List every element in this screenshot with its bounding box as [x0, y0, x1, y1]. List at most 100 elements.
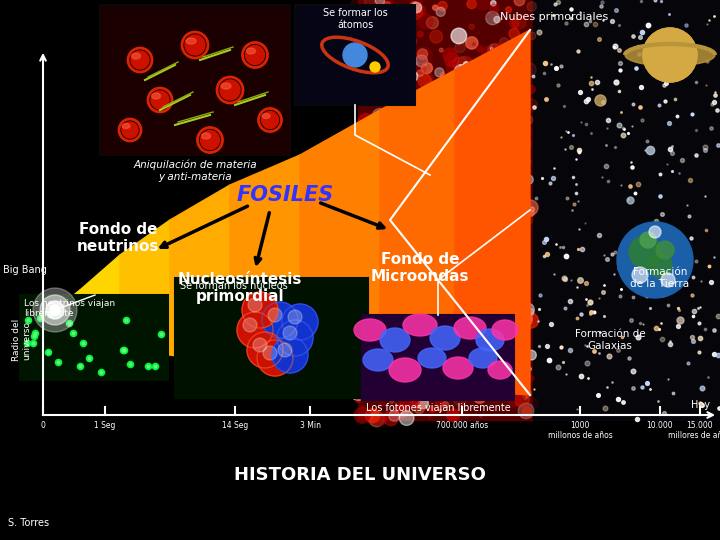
Circle shape [425, 239, 438, 252]
Circle shape [408, 226, 412, 230]
Circle shape [529, 376, 534, 381]
Circle shape [386, 174, 402, 190]
Circle shape [359, 223, 367, 231]
Circle shape [420, 72, 433, 85]
Circle shape [283, 326, 297, 340]
Circle shape [490, 66, 503, 79]
Circle shape [390, 76, 405, 91]
Circle shape [372, 3, 376, 8]
Ellipse shape [262, 113, 270, 118]
Circle shape [416, 64, 426, 73]
Bar [296, 6, 414, 104]
Circle shape [416, 48, 433, 63]
Circle shape [413, 225, 428, 240]
Circle shape [522, 95, 526, 99]
Circle shape [524, 364, 528, 368]
Circle shape [358, 273, 373, 288]
Circle shape [462, 271, 474, 284]
Circle shape [505, 287, 509, 291]
Circle shape [508, 295, 516, 304]
Circle shape [487, 146, 502, 160]
Circle shape [429, 305, 438, 314]
Ellipse shape [246, 48, 256, 54]
Circle shape [497, 275, 503, 282]
Circle shape [387, 178, 393, 184]
Circle shape [379, 168, 381, 171]
Circle shape [470, 147, 484, 161]
Circle shape [372, 109, 388, 124]
Circle shape [490, 355, 503, 368]
Circle shape [473, 101, 484, 112]
Circle shape [384, 110, 393, 120]
Circle shape [392, 309, 395, 313]
Circle shape [391, 188, 395, 192]
Ellipse shape [625, 44, 715, 66]
Circle shape [455, 42, 465, 52]
Circle shape [649, 226, 661, 238]
Circle shape [515, 181, 521, 188]
Circle shape [465, 299, 477, 312]
Circle shape [509, 29, 519, 39]
Circle shape [489, 107, 491, 110]
Circle shape [357, 137, 371, 150]
Circle shape [390, 369, 401, 381]
Circle shape [382, 216, 392, 226]
Circle shape [411, 397, 416, 403]
Circle shape [455, 268, 468, 281]
Circle shape [368, 29, 384, 45]
Circle shape [442, 402, 449, 408]
Circle shape [446, 62, 459, 74]
Circle shape [395, 307, 407, 319]
Circle shape [475, 244, 478, 247]
Circle shape [522, 127, 533, 137]
Circle shape [430, 360, 434, 365]
Ellipse shape [261, 111, 279, 129]
Text: Big Bang: Big Bang [3, 265, 47, 275]
Circle shape [395, 268, 398, 272]
Ellipse shape [418, 348, 446, 368]
Circle shape [648, 253, 672, 277]
Polygon shape [120, 220, 170, 355]
Circle shape [435, 258, 444, 267]
Circle shape [411, 0, 423, 8]
Circle shape [526, 99, 537, 111]
Circle shape [361, 11, 369, 18]
Circle shape [356, 271, 370, 285]
Circle shape [268, 308, 282, 322]
Circle shape [408, 39, 415, 46]
Ellipse shape [476, 329, 504, 351]
Text: 14 Seg: 14 Seg [222, 421, 248, 430]
Circle shape [379, 294, 387, 302]
Circle shape [431, 300, 445, 314]
Text: Fondo de
Microondas: Fondo de Microondas [371, 252, 469, 284]
Circle shape [643, 28, 697, 82]
Circle shape [377, 69, 383, 75]
Circle shape [369, 202, 377, 211]
Circle shape [384, 69, 391, 75]
Circle shape [397, 226, 399, 228]
Circle shape [488, 360, 490, 362]
Circle shape [359, 113, 374, 129]
Circle shape [425, 153, 431, 160]
Circle shape [384, 2, 391, 9]
Circle shape [356, 161, 363, 168]
Circle shape [453, 57, 468, 72]
Circle shape [483, 263, 487, 267]
Circle shape [443, 310, 454, 322]
Circle shape [395, 115, 401, 121]
Circle shape [398, 116, 404, 122]
Circle shape [435, 195, 444, 205]
Circle shape [523, 313, 539, 328]
Circle shape [379, 189, 382, 191]
Circle shape [373, 49, 377, 53]
Circle shape [403, 220, 407, 223]
Circle shape [406, 115, 420, 129]
Circle shape [491, 1, 496, 6]
Circle shape [512, 268, 521, 277]
Circle shape [447, 174, 459, 186]
Circle shape [392, 102, 405, 114]
Circle shape [356, 165, 366, 176]
Circle shape [399, 303, 401, 306]
Circle shape [661, 273, 675, 287]
Circle shape [408, 199, 413, 204]
